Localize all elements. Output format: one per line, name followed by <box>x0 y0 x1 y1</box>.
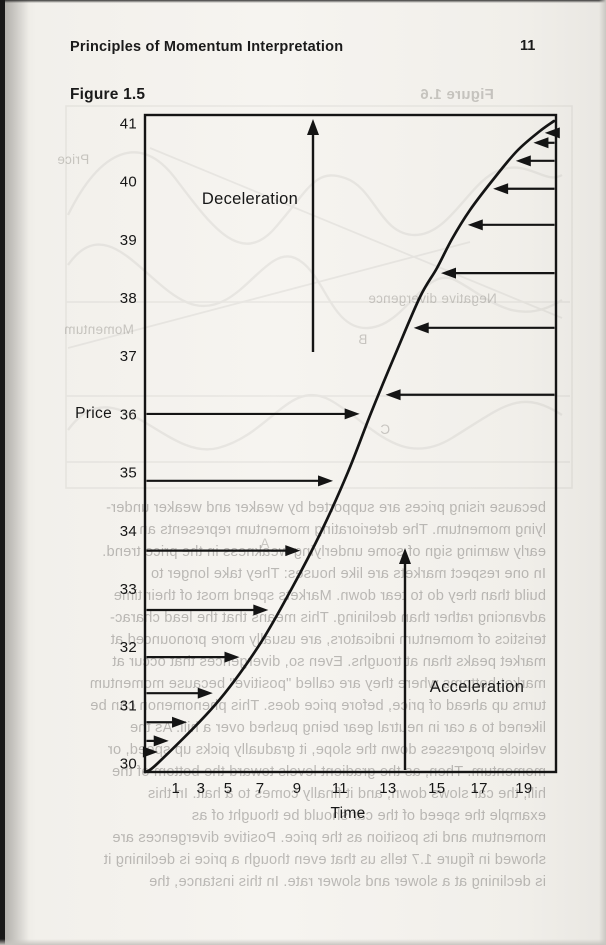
bleedthrough-curves <box>65 105 573 489</box>
acceleration-label: Acceleration <box>430 678 524 696</box>
x-axis-tick-label: 11 <box>332 780 348 797</box>
deceleration-flow-arrow <box>385 389 555 401</box>
y-axis-tick-label: 41 <box>120 116 137 133</box>
page-left-shadow <box>5 0 29 945</box>
y-axis-tick-label: 38 <box>120 290 137 307</box>
deceleration-flow-arrow <box>544 127 560 139</box>
plot-border <box>143 113 558 774</box>
acceleration-flow-arrow <box>146 651 240 663</box>
y-axis-tick-label: 37 <box>120 348 137 365</box>
deceleration-label: Deceleration <box>202 190 298 208</box>
y-axis-title: Price <box>75 405 112 422</box>
acceleration-flow-arrow <box>142 746 158 758</box>
y-axis-tick-label: 36 <box>120 406 137 423</box>
deceleration-flow-arrow <box>413 322 555 334</box>
acceleration-flow-arrow <box>146 687 213 699</box>
deceleration-flow-arrow <box>533 137 555 149</box>
acceleration-arrow <box>399 548 411 770</box>
deceleration-flow-arrow <box>493 183 555 195</box>
deceleration-arrow <box>307 119 319 352</box>
y-axis-tick-label: 32 <box>120 639 137 656</box>
figure-caption: Figure 1.5 <box>70 86 146 103</box>
deceleration-flow-arrow <box>467 219 555 231</box>
y-axis-tick-label: 39 <box>120 232 137 249</box>
acceleration-flow-arrow <box>146 735 169 747</box>
acceleration-flow-arrow <box>146 604 269 616</box>
page-number: 11 <box>520 38 536 54</box>
acceleration-flow-arrow <box>146 545 301 557</box>
y-axis-tick-label: 31 <box>120 697 137 714</box>
x-axis-tick-label: 5 <box>224 780 233 797</box>
x-axis-tick-label: 9 <box>293 780 302 797</box>
y-axis-tick-label: 34 <box>120 523 137 540</box>
running-header: Principles of Momentum Interpretation <box>70 39 344 55</box>
acceleration-flow-arrow <box>146 408 360 420</box>
y-axis-tick-label: 40 <box>120 174 137 191</box>
page-top-edge <box>0 0 606 3</box>
deceleration-flow-arrow <box>440 267 555 279</box>
x-axis-title: Time <box>330 805 365 822</box>
y-axis-tick-label: 30 <box>120 756 137 773</box>
x-axis-tick-label: 3 <box>197 780 206 797</box>
x-axis-tick-label: 15 <box>428 780 445 797</box>
page-bottom-edge <box>0 939 606 945</box>
x-axis-tick-label: 1 <box>171 780 180 797</box>
x-axis-tick-label: 19 <box>515 780 532 797</box>
x-axis-tick-label: 13 <box>379 780 396 797</box>
acceleration-flow-arrow <box>146 716 188 728</box>
price-s-curve <box>143 119 556 774</box>
y-axis-tick-label: 35 <box>120 465 137 482</box>
acceleration-flow-arrow <box>146 475 334 487</box>
page-right-edge <box>599 0 606 945</box>
y-axis-tick-label: 33 <box>120 581 137 598</box>
page-left-edge <box>0 0 5 945</box>
x-axis-tick-label: 7 <box>256 780 265 797</box>
deceleration-flow-arrow <box>515 155 555 167</box>
x-axis-tick-label: 17 <box>470 780 487 797</box>
